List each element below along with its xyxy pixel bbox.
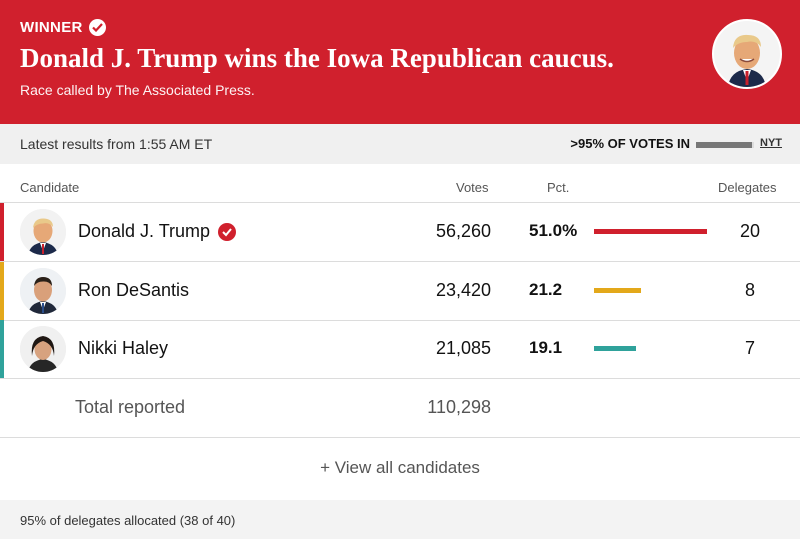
candidate-avatar <box>20 268 66 314</box>
divider <box>0 320 800 321</box>
headline: Donald J. Trump wins the Iowa Republican… <box>20 43 614 73</box>
table-row: Ron DeSantis 23,420 21.2 8 <box>0 262 800 320</box>
candidate-color-stripe <box>0 203 4 261</box>
table-row: Donald J. Trump 56,260 51.0% 20 <box>0 203 800 261</box>
total-reported-votes: 110,298 <box>427 397 491 417</box>
candidate-pct: 19.1 <box>529 338 563 357</box>
candidate-votes: 56,260 <box>435 221 491 241</box>
divider <box>0 437 800 438</box>
divider <box>0 202 800 203</box>
candidate-name: Donald J. Trump <box>78 221 237 242</box>
total-reported-label: Total reported <box>75 397 186 417</box>
candidate-name-text: Ron DeSantis <box>78 280 190 300</box>
winner-label: WINNER <box>20 19 83 36</box>
latest-results-text: Latest results from 1:55 AM ET <box>20 136 213 152</box>
candidate-name-text: Nikki Haley <box>78 338 169 358</box>
column-header-pct: Pct. <box>547 180 570 195</box>
nyt-link[interactable]: NYT <box>760 137 782 149</box>
winner-banner: WINNER Donald J. Trump wins the Iowa Rep… <box>0 0 800 124</box>
view-all-candidates-button[interactable]: + View all candidates <box>320 458 480 477</box>
table-row: Nikki Haley 21,085 19.1 7 <box>0 320 800 378</box>
column-header-delegates: Delegates <box>718 180 777 195</box>
candidate-name-text: Donald J. Trump <box>78 221 211 241</box>
candidate-color-stripe <box>0 320 4 378</box>
footer-bar: 95% of delegates allocated (38 of 40) <box>0 500 800 539</box>
candidate-delegates: 8 <box>744 280 755 300</box>
candidate-delegates: 20 <box>739 221 761 241</box>
votes-in-progress-fill <box>696 142 752 148</box>
winner-row: WINNER <box>20 19 106 36</box>
winner-check-icon <box>218 222 237 241</box>
checkmark-icon <box>88 19 106 36</box>
pct-bar <box>594 346 636 351</box>
votes-in-label: >95% OF VOTES IN <box>570 136 690 151</box>
winner-photo <box>712 19 782 89</box>
column-header-candidate: Candidate <box>20 180 80 195</box>
candidate-delegates: 7 <box>744 338 755 358</box>
candidate-name: Nikki Haley <box>78 338 168 359</box>
pct-bar <box>594 229 707 234</box>
delegates-allocated-note: 95% of delegates allocated (38 of 40) <box>20 513 236 528</box>
candidate-color-stripe <box>0 262 4 320</box>
divider <box>0 261 800 262</box>
candidate-avatar <box>20 326 66 372</box>
column-header-votes: Votes <box>456 180 489 195</box>
pct-bar <box>594 288 641 293</box>
candidate-pct: 51.0% <box>529 221 578 240</box>
candidate-votes: 21,085 <box>435 338 491 358</box>
divider <box>0 378 800 379</box>
candidate-name: Ron DeSantis <box>78 280 189 301</box>
candidate-pct: 21.2 <box>529 280 563 299</box>
status-bar: Latest results from 1:55 AM ET >95% OF V… <box>0 124 800 164</box>
votes-in-progress-bar <box>696 142 754 148</box>
candidate-avatar <box>20 209 66 255</box>
race-called-text: Race called by The Associated Press. <box>20 82 255 98</box>
candidate-votes: 23,420 <box>435 280 491 300</box>
